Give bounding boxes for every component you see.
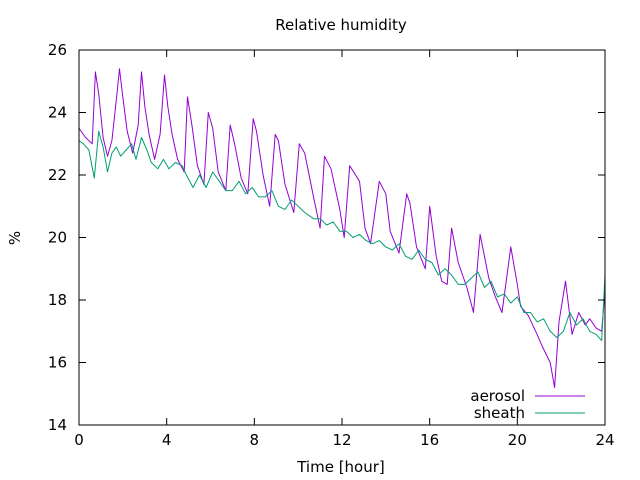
x-tick-label: 20 bbox=[508, 431, 527, 449]
x-tick-label: 0 bbox=[74, 431, 84, 449]
series-layer bbox=[78, 68, 606, 388]
ticks-layer: 0 4 8 12 16 20 24 14 16 18 20 22 24 26 bbox=[48, 41, 615, 449]
y-tick-label: 14 bbox=[48, 416, 67, 434]
legend-label-sheath: sheath bbox=[474, 404, 525, 422]
x-tick-label: 4 bbox=[162, 431, 172, 449]
y-tick-label: 20 bbox=[48, 229, 67, 247]
chart-title: Relative humidity bbox=[275, 16, 407, 34]
x-tick-label: 24 bbox=[595, 431, 614, 449]
y-tick-label: 18 bbox=[48, 291, 67, 309]
legend-label-aerosol: aerosol bbox=[470, 387, 525, 405]
x-tick-label: 8 bbox=[250, 431, 260, 449]
y-axis-label: % bbox=[6, 231, 24, 245]
x-tick-label: 16 bbox=[420, 431, 439, 449]
series-line-aerosol bbox=[78, 68, 606, 388]
y-tick-label: 26 bbox=[48, 41, 67, 59]
x-axis-label: Time [hour] bbox=[296, 458, 385, 476]
y-tick-label: 24 bbox=[48, 104, 67, 122]
y-tick-label: 16 bbox=[48, 354, 67, 372]
series-line-sheath bbox=[78, 130, 606, 342]
x-tick-label: 12 bbox=[332, 431, 351, 449]
y-tick-label: 22 bbox=[48, 166, 67, 184]
